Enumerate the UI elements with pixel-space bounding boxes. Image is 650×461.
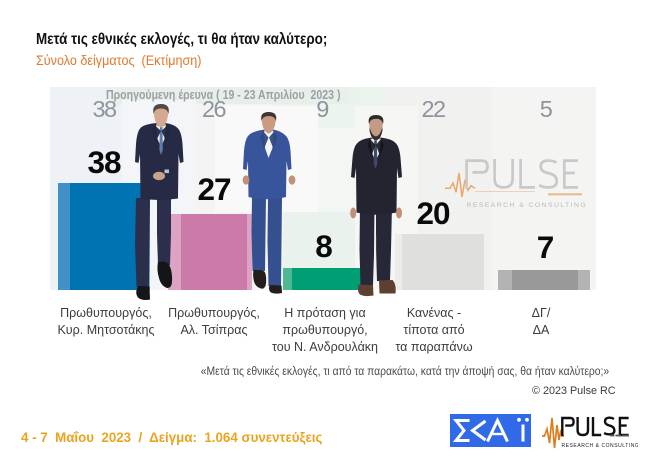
svg-text:RESEARCH & CONSULTING: RESEARCH & CONSULTING xyxy=(562,443,639,449)
svg-text:RESEARCH & CONSULTING: RESEARCH & CONSULTING xyxy=(467,202,588,209)
